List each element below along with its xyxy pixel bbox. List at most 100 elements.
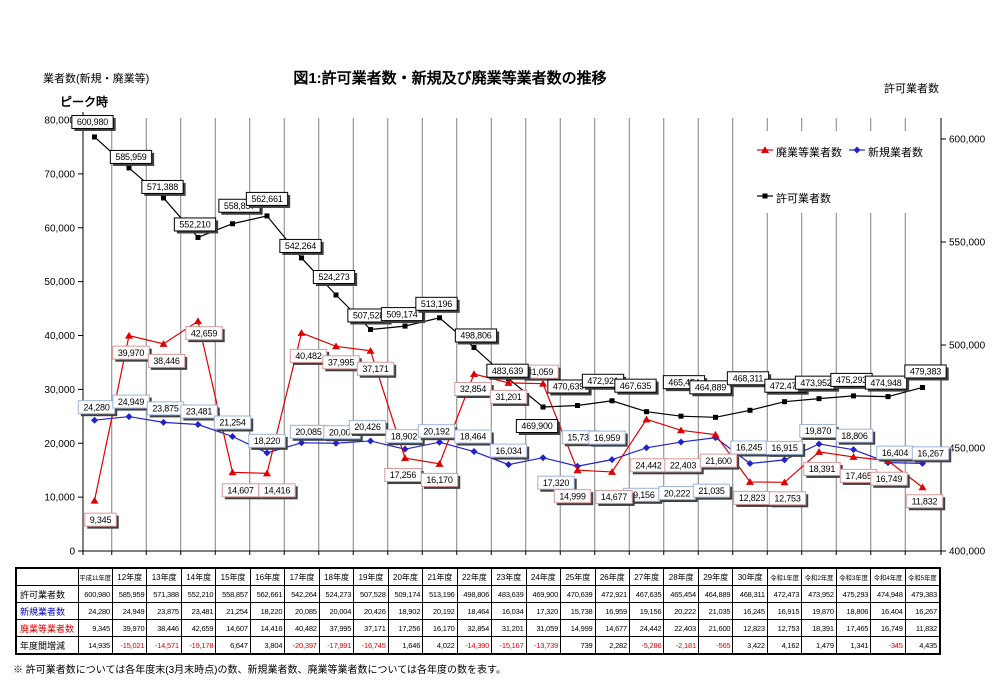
- peak-annotation: ピーク時: [60, 95, 109, 109]
- value-cell: 1,646: [387, 636, 424, 655]
- year-header-cell: 14年度: [180, 567, 217, 586]
- value-cell: 3,804: [249, 636, 286, 655]
- value-cell: -345: [870, 636, 906, 655]
- svg-text:32,854: 32,854: [460, 384, 487, 394]
- value-cell: 600,980: [77, 585, 113, 603]
- year-header-cell: 30年度: [732, 567, 768, 586]
- value-cell: 14,677: [594, 619, 631, 637]
- value-cell: 39,970: [111, 619, 148, 637]
- value-cell: -13,739: [525, 636, 562, 655]
- svg-text:42,659: 42,659: [191, 328, 218, 338]
- value-cell: 469,900: [525, 585, 562, 603]
- svg-text:17,465: 17,465: [845, 471, 872, 481]
- svg-text:467,635: 467,635: [620, 381, 651, 391]
- svg-text:50,000: 50,000: [44, 277, 75, 288]
- value-cell: 20,426: [353, 602, 389, 620]
- svg-text:16,404: 16,404: [882, 448, 909, 458]
- svg-text:20,426: 20,426: [354, 422, 381, 432]
- svg-text:483,639: 483,639: [492, 366, 523, 376]
- svg-text:18,806: 18,806: [841, 431, 868, 441]
- svg-text:472,921: 472,921: [587, 376, 618, 386]
- row-header-cell: 許可業者数: [15, 585, 79, 603]
- svg-text:600,980: 600,980: [77, 117, 108, 127]
- value-cell: 542,264: [284, 585, 320, 603]
- svg-text:21,600: 21,600: [705, 456, 732, 466]
- svg-text:16,749: 16,749: [876, 474, 903, 484]
- svg-text:20,085: 20,085: [295, 427, 322, 437]
- value-cell: 14,607: [215, 619, 251, 637]
- svg-text:0: 0: [69, 547, 75, 558]
- svg-text:464,889: 464,889: [695, 383, 726, 393]
- legend-licensed-label: 許可業者数: [776, 193, 831, 205]
- value-cell: 24,442: [628, 619, 665, 637]
- svg-text:475,293: 475,293: [836, 375, 867, 385]
- svg-text:21,254: 21,254: [219, 418, 246, 428]
- svg-text:38,446: 38,446: [153, 356, 180, 366]
- value-cell: 21,035: [697, 602, 734, 620]
- year-header-cell: 17年度: [284, 567, 320, 586]
- value-cell: 40,482: [284, 619, 320, 637]
- year-header-cell: 13年度: [146, 567, 182, 586]
- value-cell: 571,388: [146, 585, 182, 603]
- svg-text:10,000: 10,000: [44, 493, 75, 504]
- svg-text:9,345: 9,345: [90, 515, 112, 525]
- value-cell: 513,196: [422, 585, 458, 603]
- value-cell: -15,021: [111, 636, 148, 655]
- value-cell: 465,454: [663, 585, 699, 603]
- svg-text:18,391: 18,391: [809, 464, 836, 474]
- svg-text:16,170: 16,170: [426, 475, 453, 485]
- svg-text:479,383: 479,383: [910, 367, 941, 377]
- svg-text:470,639: 470,639: [553, 382, 584, 392]
- value-cell: 14,935: [77, 636, 113, 655]
- value-cell: 4,162: [766, 636, 803, 655]
- value-cell: 475,293: [835, 585, 872, 603]
- value-cell: 467,635: [628, 585, 665, 603]
- svg-text:37,995: 37,995: [328, 358, 355, 368]
- value-cell: 473,952: [801, 585, 837, 603]
- value-cell: -5,286: [628, 636, 665, 655]
- svg-text:468,311: 468,311: [733, 373, 764, 383]
- value-cell: 11,832: [904, 619, 941, 637]
- value-cell: 509,174: [387, 585, 424, 603]
- year-header-cell: 23年度: [491, 567, 527, 586]
- year-header-cell: 12年度: [111, 567, 148, 586]
- value-cell: 20,085: [284, 602, 320, 620]
- year-header-cell: 20年度: [387, 567, 424, 586]
- value-cell: 14,416: [249, 619, 286, 637]
- svg-text:14,999: 14,999: [559, 491, 586, 501]
- value-cell: 16,749: [870, 619, 906, 637]
- value-cell: -20,397: [284, 636, 320, 655]
- svg-text:18,464: 18,464: [460, 432, 487, 442]
- year-header-cell: 令和3年度: [835, 567, 872, 586]
- svg-text:400,000: 400,000: [949, 547, 986, 558]
- svg-text:22,403: 22,403: [670, 461, 697, 471]
- svg-text:509,174: 509,174: [386, 309, 417, 319]
- svg-text:20,222: 20,222: [664, 488, 691, 498]
- svg-text:15,738: 15,738: [567, 432, 594, 442]
- svg-text:12,753: 12,753: [774, 493, 801, 503]
- svg-text:16,245: 16,245: [736, 443, 763, 453]
- svg-text:31,201: 31,201: [495, 392, 522, 402]
- svg-text:24,442: 24,442: [635, 461, 662, 471]
- value-cell: 6,647: [215, 636, 251, 655]
- svg-text:19,156: 19,156: [628, 490, 655, 500]
- value-cell: 474,948: [870, 585, 906, 603]
- year-header-cell: 28年度: [663, 567, 699, 586]
- value-cell: 16,170: [422, 619, 458, 637]
- svg-text:16,915: 16,915: [771, 443, 798, 453]
- value-cell: 22,403: [663, 619, 699, 637]
- row-header-cell: 年度間増減: [15, 636, 79, 655]
- svg-text:507,528: 507,528: [353, 311, 384, 321]
- svg-text:500,000: 500,000: [949, 341, 986, 352]
- value-cell: 562,661: [249, 585, 286, 603]
- value-cell: 524,273: [318, 585, 355, 603]
- value-cell: 498,806: [456, 585, 493, 603]
- svg-text:40,482: 40,482: [295, 351, 322, 361]
- svg-text:23,481: 23,481: [186, 407, 213, 417]
- year-header-cell: 22年度: [456, 567, 493, 586]
- value-cell: 472,473: [766, 585, 803, 603]
- svg-text:30,000: 30,000: [44, 385, 75, 396]
- value-cell: 17,465: [835, 619, 872, 637]
- svg-text:17,256: 17,256: [390, 470, 417, 480]
